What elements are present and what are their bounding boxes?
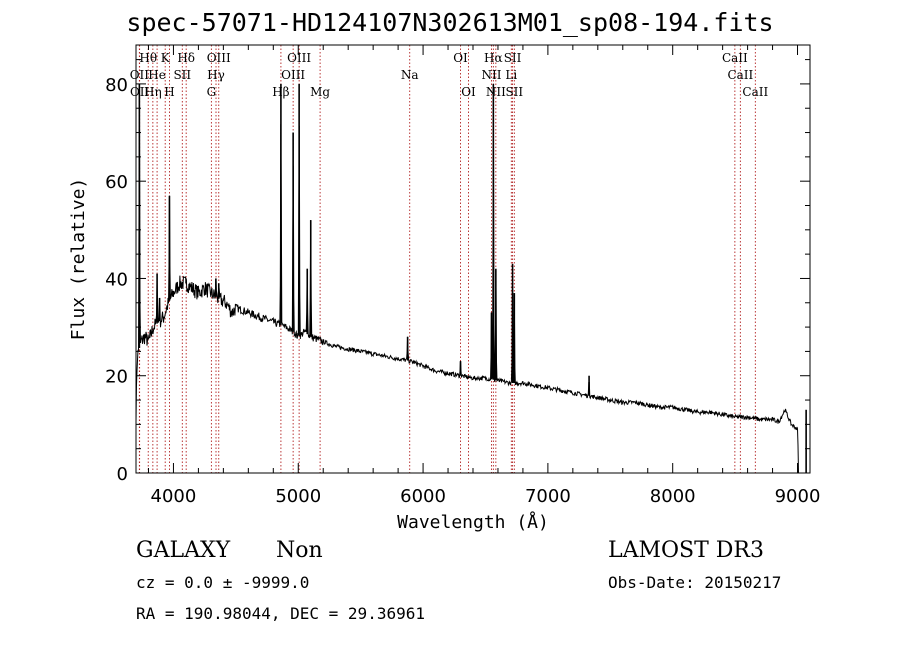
line-marker-label: Li — [505, 68, 517, 82]
y-tick-label: 0 — [117, 464, 128, 485]
coordinates-text: RA = 190.98044, DEC = 29.36961 — [136, 604, 425, 623]
line-marker-label: NII — [486, 85, 506, 99]
line-marker-label: OIII — [281, 68, 305, 82]
line-marker-label: OII — [130, 68, 150, 82]
y-tick-label: 40 — [105, 269, 128, 290]
chart-title: spec-57071-HD124107N302613M01_sp08-194.f… — [126, 8, 774, 37]
line-marker-label: CaII — [742, 85, 768, 99]
x-axis-label: Wavelength (Å) — [397, 511, 549, 533]
line-marker-label: G — [207, 85, 217, 99]
line-marker-label: H — [164, 85, 174, 99]
line-marker-label: CaII — [722, 51, 748, 65]
object-class-label: GALAXY — [136, 538, 231, 563]
x-tick-label: 4000 — [151, 486, 197, 507]
line-marker-label: NII — [481, 68, 501, 82]
x-tick-label: 8000 — [650, 486, 696, 507]
line-marker-label: OIII — [207, 51, 231, 65]
line-marker-label: Hα — [484, 51, 503, 65]
line-marker-label: CaII — [727, 68, 753, 82]
line-marker-label: OIII — [287, 51, 311, 65]
line-marker-label: He — [148, 68, 166, 82]
y-axis-label: Flux (relative) — [68, 178, 89, 341]
x-tick-label: 5000 — [275, 486, 321, 507]
line-marker-label: SII — [173, 68, 191, 82]
y-tick-label: 80 — [105, 75, 128, 96]
line-marker-label: SII — [505, 85, 523, 99]
obs-date-text: Obs-Date: 20150217 — [608, 573, 782, 592]
line-marker-label: OI — [453, 51, 468, 65]
survey-label: LAMOST DR3 — [608, 538, 764, 563]
line-marker-label: Hη — [144, 85, 162, 99]
line-marker-label: Mg — [310, 85, 330, 99]
line-marker-label: SII — [504, 51, 522, 65]
line-marker-label: K — [161, 51, 171, 65]
plot-frame — [135, 44, 811, 474]
line-marker-label: Na — [401, 68, 419, 82]
line-marker-label: Hγ — [207, 68, 225, 82]
x-tick-label: 7000 — [525, 486, 571, 507]
y-tick-label: 60 — [105, 172, 128, 193]
x-tick-label: 6000 — [400, 486, 446, 507]
line-marker-label: OI — [461, 85, 476, 99]
line-marker-label: Hδ — [177, 51, 195, 65]
redshift-text: cz = 0.0 ± -9999.0 — [136, 573, 310, 592]
object-subclass-label: Non — [276, 538, 323, 563]
x-tick-label: 9000 — [775, 486, 821, 507]
line-marker-label: Hθ — [139, 51, 157, 65]
spectrum-trace — [135, 124, 799, 474]
y-tick-label: 20 — [105, 367, 128, 388]
